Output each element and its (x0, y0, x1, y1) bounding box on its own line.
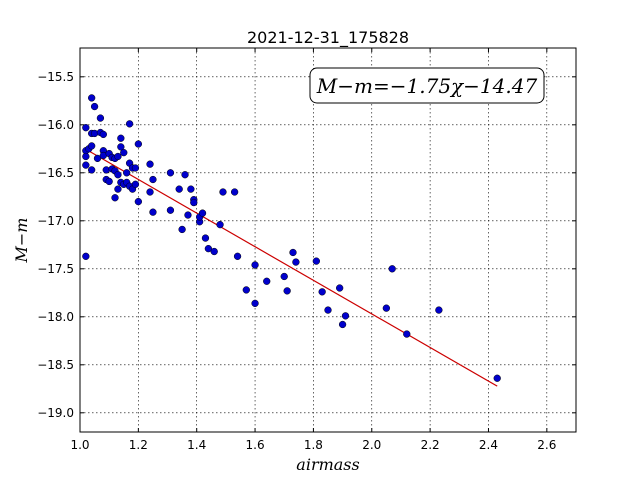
data-point (149, 208, 157, 216)
data-point (99, 130, 107, 139)
y-tick-label: −17.0 (37, 214, 74, 228)
plot-frame (79, 47, 577, 433)
data-point (114, 171, 122, 179)
data-point (292, 258, 300, 266)
data-point (125, 120, 134, 128)
data-point (230, 188, 239, 196)
data-point (198, 209, 207, 217)
data-point (336, 284, 344, 292)
data-point (219, 188, 227, 196)
data-point (493, 374, 501, 382)
data-point (435, 306, 443, 314)
data-point (233, 252, 242, 260)
data-point (111, 194, 119, 202)
data-point (289, 248, 297, 257)
data-point (82, 252, 90, 260)
equation-annotation: M−m=−1.75χ−14.47 (309, 67, 545, 104)
data-point (210, 247, 218, 256)
data-point (88, 166, 96, 174)
data-point (242, 286, 250, 294)
data-point (175, 185, 183, 193)
x-tick-label: 2.4 (479, 438, 498, 452)
data-point (216, 220, 224, 229)
data-point (382, 304, 391, 312)
data-point (149, 175, 157, 184)
x-tick-label: 2.2 (421, 438, 440, 452)
x-tick-label: 1.6 (246, 438, 265, 452)
y-tick-label: −19.0 (37, 406, 74, 420)
y-tick-label: −16.5 (37, 166, 74, 180)
data-point (166, 169, 175, 177)
data-point (134, 140, 143, 148)
data-point (82, 124, 90, 132)
fit-line-group (85, 148, 498, 387)
data-point (105, 177, 113, 186)
data-point (146, 160, 154, 168)
y-tick-label: −18.5 (37, 358, 74, 372)
data-point (388, 265, 396, 273)
chart-title: 2021-12-31_175828 (247, 28, 409, 48)
data-point (184, 211, 192, 219)
data-point (131, 164, 140, 172)
data-point (114, 185, 122, 193)
data-point (201, 234, 210, 242)
x-tick-label: 1.4 (187, 438, 206, 452)
data-point (318, 288, 326, 296)
data-point (88, 94, 96, 102)
data-point (114, 152, 122, 161)
data-point (324, 306, 332, 314)
data-point (190, 198, 198, 207)
x-tick-label: 1.0 (70, 438, 89, 452)
x-axis-label: airmass (296, 455, 359, 474)
data-point (280, 272, 288, 281)
grid-lines (79, 48, 576, 432)
x-tick-label: 1.2 (129, 438, 148, 452)
data-point (82, 152, 90, 161)
data-point (338, 320, 347, 329)
data-point (263, 277, 271, 285)
data-point (187, 185, 195, 193)
data-point (181, 171, 189, 179)
data-point (120, 148, 128, 157)
data-point (123, 169, 131, 177)
x-tick-label: 2.6 (537, 438, 556, 452)
data-point (90, 102, 99, 111)
data-point (312, 257, 320, 265)
y-axis-ticks: −15.5 −16.0 −16.5 −17.0 −17.5 −18.0 −18.5 −19.0 (37, 70, 576, 420)
data-point (283, 287, 291, 295)
fit-line (85, 148, 498, 387)
plot-area (80, 48, 576, 432)
data-point (88, 142, 96, 150)
y-tick-label: −18.0 (37, 310, 74, 324)
equation-box (309, 67, 545, 104)
data-point (204, 244, 213, 253)
data-point (166, 206, 175, 214)
data-point (93, 154, 102, 163)
data-point (117, 143, 125, 151)
data-points (82, 94, 501, 382)
data-point (146, 188, 154, 196)
data-point (134, 197, 143, 206)
y-tick-label: −16.0 (37, 118, 74, 132)
y-axis-label: M−m (12, 218, 31, 264)
equation-text: M−m=−1.75χ−14.47 (316, 74, 538, 98)
data-point (251, 261, 259, 269)
x-tick-label: 2.0 (362, 438, 381, 452)
y-tick-label: −15.5 (37, 70, 74, 84)
data-point (131, 180, 140, 188)
data-point (178, 225, 186, 234)
data-point (341, 312, 350, 320)
x-axis-ticks: 1.0 1.2 1.4 1.6 1.8 2.0 2.2 2.4 2.6 (70, 48, 556, 452)
x-tick-label: 1.8 (304, 438, 323, 452)
y-tick-label: −17.5 (37, 262, 74, 276)
data-point (82, 161, 90, 169)
data-point (251, 299, 259, 308)
data-point (403, 330, 411, 338)
data-point (117, 134, 125, 142)
data-point (96, 114, 105, 122)
